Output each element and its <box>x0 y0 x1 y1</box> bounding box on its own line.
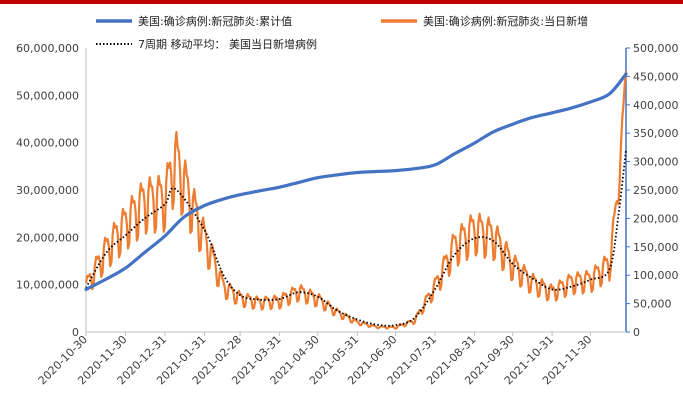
y-right-tick-label: 450,000 <box>633 70 679 83</box>
y-right-tick-label: 500,000 <box>633 42 679 55</box>
axes-layer: 0 10,000,000 20,000,000 30,000,000 40,000,00… <box>16 42 678 387</box>
y-left-tick-label: 40,000,000 <box>16 137 79 150</box>
y-right-tick-label: 200,000 <box>633 212 679 225</box>
y-left-tick-label: 0 <box>72 326 79 339</box>
y-right-tick-label: 400,000 <box>633 99 679 112</box>
y-right-tick-label: 150,000 <box>633 241 679 254</box>
y-left-tick-label: 20,000,000 <box>16 231 79 244</box>
y-right-tick-label: 350,000 <box>633 127 679 140</box>
y-left-tick-label: 30,000,000 <box>16 184 79 197</box>
legend-label-average: 7周期 移动平均： 美国当日新增病例 <box>138 37 317 51</box>
y-left-tick-label: 60,000,000 <box>16 42 79 55</box>
y-left-tick-label: 10,000,000 <box>16 279 79 292</box>
legend-label-daily: 美国:确诊病例:新冠肺炎:当日新增 <box>423 14 588 28</box>
series-layer <box>84 70 628 330</box>
y-right-tick-label: 50,000 <box>633 298 672 311</box>
top-rule <box>0 0 683 4</box>
y-right-tick-label: 250,000 <box>633 184 679 197</box>
y-right-tick-label: 100,000 <box>633 269 679 282</box>
y-left-tick-label: 50,000,000 <box>16 89 79 102</box>
y-right-tick-label: 0 <box>633 326 640 339</box>
legend-label-cumulative: 美国:确诊病例:新冠肺炎:累计值 <box>138 14 292 28</box>
legend: 美国:确诊病例:新冠肺炎:累计值 美国:确诊病例:新冠肺炎:当日新增 7周期 移… <box>96 14 588 51</box>
daily-new-cases-line <box>84 70 628 330</box>
moving-average-line <box>85 150 627 327</box>
y-right-tick-label: 300,000 <box>633 156 679 169</box>
cumulative-cases-line <box>84 72 628 291</box>
